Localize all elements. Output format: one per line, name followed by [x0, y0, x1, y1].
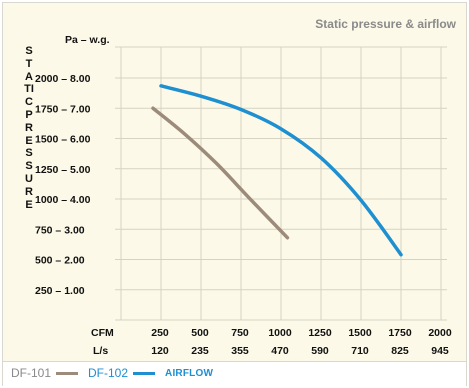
y-tick-label: 250 – 1.00	[35, 285, 85, 297]
legend: DF-101 DF-102 AIRFLOW	[11, 366, 213, 380]
y-axis-label: STATIC PRESSURE	[24, 45, 34, 211]
x-tick-label-cfm: 750	[231, 327, 249, 339]
legend-footer	[3, 361, 466, 386]
x-unit-label-cfm: CFM	[91, 327, 114, 339]
legend-item-df102: DF-102	[88, 366, 156, 380]
x-tick-label-ls: 825	[391, 345, 409, 357]
legend-swatch-df101	[56, 371, 79, 375]
legend-item-df101: DF-101	[11, 366, 79, 380]
y-tick-label: 500 – 2.00	[35, 255, 85, 267]
series-line-df101	[151, 106, 290, 240]
y-tick-label: 750 – 3.00	[35, 224, 85, 236]
x-tick-label-ls: 120	[151, 345, 169, 357]
x-tick-label-cfm: 2000	[428, 327, 452, 339]
y-tick-label: 1250 – 5.00	[35, 164, 91, 176]
y-tick-label: 2000 – 8.00	[35, 73, 91, 85]
x-tick-label-ls: 710	[351, 345, 369, 357]
y-unit-label: Pa – w.g.	[65, 34, 110, 46]
x-tick-label-cfm: 1750	[388, 327, 412, 339]
legend-swatch-df102	[133, 371, 156, 375]
x-tick-label-cfm: 1500	[348, 327, 372, 339]
x-tick-label-ls: 355	[231, 345, 249, 357]
chart-title: Static pressure & airflow	[315, 17, 456, 31]
series-group	[151, 84, 403, 257]
x-unit-label-ls: L/s	[93, 345, 108, 357]
legend-label-df101: DF-101	[11, 366, 52, 380]
x-tick-label-cfm: 1250	[308, 327, 332, 339]
x-tick-label-cfm: 500	[191, 327, 209, 339]
x-tick-label-cfm: 250	[151, 327, 169, 339]
legend-note-airflow: AIRFLOW	[165, 367, 214, 379]
chart-svg: 2000 – 8.00 1750 – 7.00 1500 – 6.00 1250 – …	[35, 34, 452, 357]
x-tick-label-ls: 945	[431, 345, 449, 357]
x-tick-label-ls: 470	[271, 345, 289, 357]
y-tick-label: 1750 – 7.00	[35, 103, 91, 115]
y-tick-label: 1000 – 4.00	[35, 194, 91, 206]
axis-labels: 2000 – 8.00 1750 – 7.00 1500 – 6.00 1250 – …	[35, 34, 452, 357]
legend-label-df102: DF-102	[88, 366, 129, 380]
series-line-df102	[159, 84, 403, 257]
y-tick-label: 1500 – 6.00	[35, 134, 91, 146]
grid-lines	[115, 46, 447, 321]
x-tick-label-cfm: 1000	[268, 327, 292, 339]
x-tick-label-ls: 235	[191, 345, 209, 357]
x-tick-label-ls: 590	[311, 345, 329, 357]
